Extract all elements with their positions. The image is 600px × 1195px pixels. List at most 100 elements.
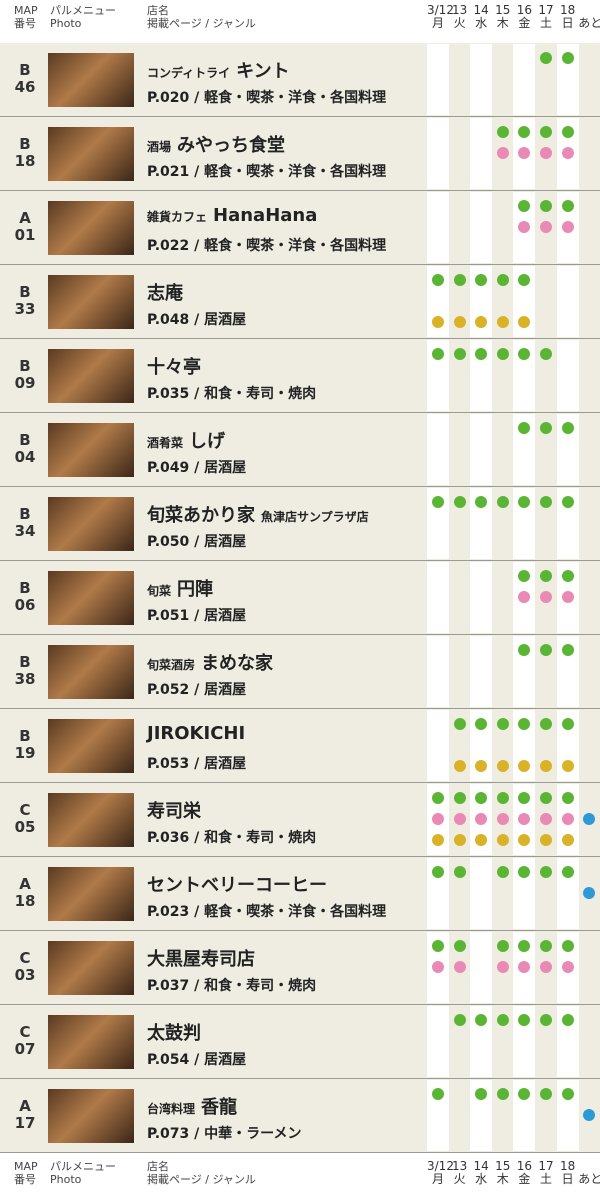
date: 14 — [473, 1159, 489, 1173]
column-stripe — [427, 562, 449, 633]
availability-dot — [453, 940, 466, 952]
page-genre: P.035 / 和食・寿司・焼肉 — [147, 386, 317, 402]
map-number: 46 — [14, 78, 36, 96]
map-area: B — [19, 653, 31, 671]
availability-dot — [518, 644, 531, 656]
availability-dot — [432, 813, 444, 825]
availability-dot — [432, 316, 444, 328]
column-stripe — [556, 636, 579, 707]
availability-dot — [453, 961, 466, 973]
map-area: B — [19, 727, 31, 745]
column-stripe — [556, 266, 579, 337]
map-area: A — [19, 209, 31, 227]
availability-dot — [561, 760, 574, 772]
shop-name: 円陣 — [177, 579, 214, 600]
availability-dot — [561, 200, 574, 212]
shop-name: 寿司栄 — [147, 801, 201, 822]
shop-name: JIROKICHI — [147, 723, 246, 744]
availability-dot — [496, 940, 509, 952]
map-number: 03 — [14, 966, 36, 984]
shop-name-line: 酒場 みやっち食堂 — [147, 131, 285, 157]
shop-name-line: 太鼓判 — [147, 1019, 201, 1045]
column-stripe — [556, 1006, 579, 1077]
page-genre: P.049 / 居酒屋 — [147, 460, 247, 476]
photo-label: Photo — [50, 17, 82, 30]
map-number-label: 番号 — [14, 1173, 36, 1186]
weekday: 月 — [431, 1172, 444, 1186]
availability-dot — [540, 496, 552, 508]
availability-dot — [540, 940, 552, 952]
shop-tag: 旬菜酒房 — [147, 658, 196, 672]
availability-dot — [475, 813, 488, 825]
weekday: 月 — [431, 16, 444, 30]
column-stripe — [427, 710, 449, 781]
map-number: 05 — [14, 818, 36, 836]
shop-tag: 台湾料理 — [147, 1102, 196, 1116]
page-genre: P.022 / 軽食・喫茶・洋食・各国料理 — [147, 238, 387, 254]
shop-name: セントベリーコーヒー — [147, 875, 327, 896]
availability-dot — [518, 813, 531, 825]
menu-label: パルメニュー — [50, 4, 116, 17]
map-number: 17 — [14, 1114, 36, 1132]
availability-dot — [561, 422, 574, 434]
availability-dot — [561, 52, 574, 64]
date: 17 — [538, 1159, 554, 1173]
availability-dot — [496, 147, 509, 159]
page-genre: P.050 / 居酒屋 — [147, 534, 247, 550]
shop-tag: 魚津店サンプラザ店 — [261, 510, 369, 524]
shop-name-line: 旬菜あかり家 魚津店サンプラザ店 — [147, 501, 369, 527]
shop-name-line: 旬菜 円陣 — [147, 575, 213, 601]
column-stripe — [470, 562, 493, 633]
shop-name: 志庵 — [147, 283, 183, 304]
page-genre: P.036 / 和食・寿司・焼肉 — [147, 830, 317, 846]
weekday: 火 — [453, 16, 466, 30]
availability-dot — [496, 274, 509, 286]
availability-dot — [432, 961, 444, 973]
weekday: 木 — [496, 1172, 509, 1186]
date: 3/12 — [427, 1159, 454, 1173]
map-area: A — [19, 875, 31, 893]
availability-dot — [432, 866, 444, 878]
photo — [48, 941, 134, 995]
availability-dot — [518, 570, 531, 582]
shop-name-line: 大黒屋寿司店 — [147, 945, 255, 971]
weekday: 日 — [561, 1172, 574, 1186]
map-number: 01 — [14, 226, 36, 244]
column-stripe — [470, 44, 493, 115]
map-number: 34 — [14, 522, 36, 540]
column-stripe — [470, 414, 493, 485]
availability-dot — [475, 718, 488, 730]
weekday: 日 — [561, 16, 574, 30]
photo — [48, 645, 134, 699]
shop-name-line: 酒肴菜 しげ — [147, 427, 225, 453]
shop-name: キント — [236, 61, 290, 82]
shop-name-line: セントベリーコーヒー — [147, 871, 327, 897]
column-stripe — [427, 118, 449, 189]
availability-dot — [496, 126, 509, 138]
availability-dot — [453, 348, 466, 360]
availability-dot — [432, 348, 444, 360]
availability-dot — [496, 813, 509, 825]
availability-dot — [496, 1014, 509, 1026]
page-genre: P.048 / 居酒屋 — [147, 312, 247, 328]
availability-dot — [518, 147, 531, 159]
page-genre: P.052 / 居酒屋 — [147, 682, 247, 698]
availability-dot — [432, 792, 444, 804]
availability-dot — [561, 1088, 574, 1100]
map-number: 06 — [14, 596, 36, 614]
map-area: C — [19, 801, 31, 819]
availability-dot — [518, 718, 531, 730]
shop-label: 店名 — [147, 1160, 169, 1173]
availability-dot — [453, 718, 466, 730]
date: 17 — [538, 3, 554, 17]
availability-dot — [540, 570, 552, 582]
availability-dot — [518, 274, 531, 286]
map-label: MAP — [14, 1160, 38, 1173]
availability-dot — [540, 52, 552, 64]
shop-name: 香龍 — [201, 1097, 238, 1118]
weekday: 水 — [475, 1172, 488, 1186]
availability-dot — [540, 813, 552, 825]
map-area: B — [19, 431, 31, 449]
availability-dot — [518, 1088, 531, 1100]
availability-dot — [453, 496, 466, 508]
